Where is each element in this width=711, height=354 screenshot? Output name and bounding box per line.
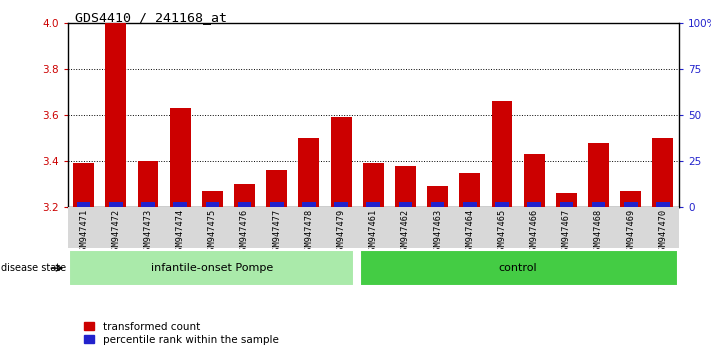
Bar	[491, 101, 513, 207]
Text: GSM947472: GSM947472	[112, 209, 120, 256]
Bar	[592, 202, 605, 207]
Bar	[431, 202, 444, 207]
Bar	[205, 202, 219, 207]
Bar	[77, 202, 90, 207]
Bar	[302, 202, 316, 207]
Bar	[366, 202, 380, 207]
Bar	[109, 202, 122, 207]
Text: GSM947476: GSM947476	[240, 209, 249, 256]
Bar	[624, 202, 638, 207]
Bar	[266, 170, 287, 207]
Bar	[459, 173, 481, 207]
Text: GSM947464: GSM947464	[465, 209, 474, 256]
Text: GSM947466: GSM947466	[530, 209, 539, 256]
Text: control: control	[499, 263, 538, 273]
Bar	[202, 191, 223, 207]
Text: GSM947463: GSM947463	[433, 209, 442, 256]
Text: GSM947471: GSM947471	[79, 209, 88, 256]
Bar	[363, 164, 384, 207]
Bar	[137, 161, 159, 207]
Bar	[360, 250, 678, 286]
Legend: transformed count, percentile rank within the sample: transformed count, percentile rank withi…	[80, 317, 283, 349]
Text: GSM947469: GSM947469	[626, 209, 635, 256]
Text: GSM947473: GSM947473	[144, 209, 152, 256]
Bar	[395, 166, 416, 207]
Text: infantile-onset Pompe: infantile-onset Pompe	[151, 263, 274, 273]
Bar	[331, 118, 351, 207]
Bar	[237, 202, 252, 207]
Bar	[620, 191, 641, 207]
Bar	[528, 202, 541, 207]
Text: GSM947461: GSM947461	[369, 209, 378, 256]
Text: GSM947465: GSM947465	[498, 209, 506, 256]
Bar	[73, 164, 94, 207]
Text: GSM947467: GSM947467	[562, 209, 571, 256]
Text: GDS4410 / 241168_at: GDS4410 / 241168_at	[75, 11, 227, 24]
Text: GSM947470: GSM947470	[658, 209, 668, 256]
Bar	[270, 202, 284, 207]
Bar	[560, 202, 573, 207]
Bar	[334, 202, 348, 207]
Bar	[463, 202, 476, 207]
Bar	[234, 184, 255, 207]
Bar	[524, 154, 545, 207]
Bar	[656, 202, 670, 207]
Bar	[653, 138, 673, 207]
Text: disease state: disease state	[1, 263, 67, 273]
Text: GSM947478: GSM947478	[304, 209, 314, 256]
Text: GSM947462: GSM947462	[401, 209, 410, 256]
Bar	[556, 193, 577, 207]
Bar	[141, 202, 155, 207]
Bar	[588, 143, 609, 207]
Text: GSM947474: GSM947474	[176, 209, 185, 256]
Bar	[495, 202, 509, 207]
Text: GSM947468: GSM947468	[594, 209, 603, 256]
Bar	[105, 23, 127, 207]
Text: GSM947479: GSM947479	[336, 209, 346, 256]
Bar	[173, 202, 187, 207]
Bar	[399, 202, 412, 207]
Text: GSM947475: GSM947475	[208, 209, 217, 256]
Bar	[170, 108, 191, 207]
Bar	[427, 187, 448, 207]
Bar	[299, 138, 319, 207]
Bar	[69, 250, 354, 286]
Text: GSM947477: GSM947477	[272, 209, 282, 256]
